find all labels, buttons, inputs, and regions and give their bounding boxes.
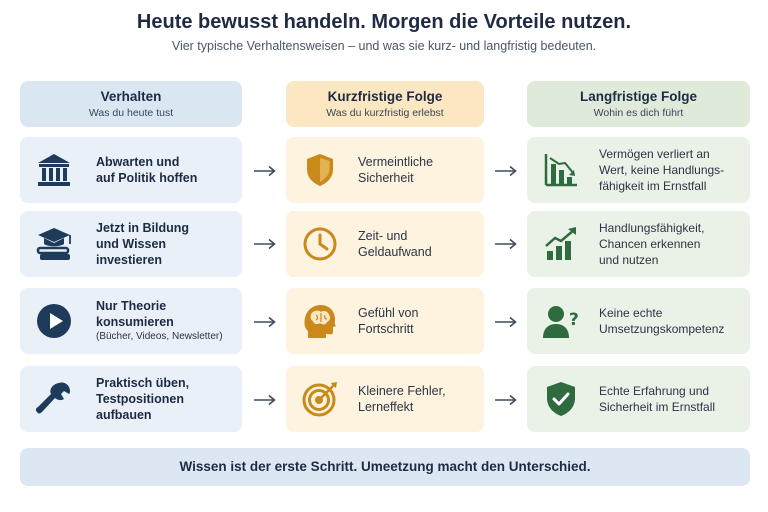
text-line: Kleinere Fehler, bbox=[358, 384, 446, 398]
books-graduation-icon bbox=[36, 228, 71, 260]
head-brain-icon bbox=[304, 305, 336, 338]
behavior-text: Nur Theorie konsumieren (Bücher, Videos,… bbox=[96, 288, 236, 354]
page-subtitle: Vier typische Verhaltensweisen – und was… bbox=[171, 39, 597, 53]
arrow-right-icon bbox=[495, 394, 517, 406]
arrow-right-icon bbox=[495, 316, 517, 328]
text-line: konsumieren bbox=[96, 315, 174, 329]
column-header-long-term: Langfristige Folge Wohin es dich führt bbox=[527, 81, 750, 127]
short-term-card: Zeit- und Geldaufwand bbox=[286, 211, 484, 277]
long-term-text: Handlungsfähigkeit, Chancen erkennen und… bbox=[599, 211, 744, 277]
arrow-right-icon bbox=[254, 316, 276, 328]
text-line: Jetzt in Bildung bbox=[96, 221, 190, 235]
page-title: Heute bewusst handeln. Morgen die Vortei… bbox=[136, 11, 632, 33]
long-term-text: Vermögen verliert an Wert, keine Handlun… bbox=[599, 137, 744, 203]
column-subtitle: Was du kurzfristig erlebst bbox=[326, 107, 444, 119]
long-term-text: Keine echte Umsetzungskompetenz bbox=[599, 288, 744, 354]
behavior-card: Abwarten und auf Politik hoffen bbox=[20, 137, 242, 203]
text-line: Gefühl von bbox=[358, 306, 419, 320]
arrow-right-icon bbox=[495, 238, 517, 250]
column-header-short-term: Kurzfristige Folge Was du kurzfristig er… bbox=[286, 81, 484, 127]
text-line: Chancen erkennen bbox=[599, 237, 701, 251]
long-term-card: Vermögen verliert an Wert, keine Handlun… bbox=[527, 137, 750, 203]
long-term-card: Echte Erfahrung und Sicherheit im Ernstf… bbox=[527, 366, 750, 432]
text-line: auf Politik hoffen bbox=[96, 171, 198, 185]
column-title: Kurzfristige Folge bbox=[327, 89, 443, 104]
long-term-card: ? Keine echte Umsetzungskompetenz bbox=[527, 288, 750, 354]
text-line: investieren bbox=[96, 253, 163, 267]
arrow-right-icon bbox=[254, 238, 276, 250]
text-line: aufbauen bbox=[96, 408, 152, 422]
text-line: Wert, keine Handlungs- bbox=[599, 163, 725, 177]
behavior-text: Abwarten und auf Politik hoffen bbox=[96, 137, 236, 203]
short-term-card: Kleinere Fehler, Lerneffekt bbox=[286, 366, 484, 432]
text-line: Echte Erfahrung und bbox=[599, 384, 710, 398]
column-title: Langfristige Folge bbox=[579, 89, 697, 104]
text-line: Sicherheit im Ernstfall bbox=[599, 400, 716, 414]
text-line: Sicherheit bbox=[358, 171, 414, 185]
column-header-behavior: Verhalten Was du heute tust bbox=[20, 81, 242, 127]
bank-building-icon bbox=[38, 154, 70, 186]
clock-icon bbox=[303, 227, 337, 261]
behavior-card: Praktisch üben, Testpositionen aufbauen bbox=[20, 366, 242, 432]
long-term-card: Handlungsfähigkeit, Chancen erkennen und… bbox=[527, 211, 750, 277]
behavior-card: Nur Theorie konsumieren (Bücher, Videos,… bbox=[20, 288, 242, 354]
text-line: Keine echte bbox=[599, 306, 663, 320]
declining-chart-icon bbox=[544, 154, 577, 187]
text-line: Vermeintliche bbox=[358, 155, 434, 169]
behavior-text: Jetzt in Bildung und Wissen investieren bbox=[96, 211, 236, 277]
short-term-text: Kleinere Fehler, Lerneffekt bbox=[358, 366, 478, 432]
text-note: (Bücher, Videos, Newsletter) bbox=[96, 331, 223, 342]
target-icon bbox=[302, 382, 337, 417]
footer-banner: Wissen ist der erste Schritt. Umeetzung … bbox=[20, 448, 750, 486]
short-term-card: Gefühl von Fortschritt bbox=[286, 288, 484, 354]
text-line: Vermögen verliert an bbox=[599, 147, 710, 161]
text-line: Lerneffekt bbox=[358, 400, 414, 414]
text-line: fähigkeit im Ernstfall bbox=[599, 179, 707, 193]
short-term-text: Vermeintliche Sicherheit bbox=[358, 137, 478, 203]
text-line: Testpositionen bbox=[96, 392, 184, 406]
arrow-right-icon bbox=[254, 394, 276, 406]
person-question-icon: ? bbox=[543, 306, 579, 338]
column-subtitle: Wohin es dich führt bbox=[593, 107, 684, 119]
text-line: und nutzen bbox=[599, 253, 659, 267]
play-icon bbox=[37, 304, 71, 338]
text-line: Nur Theorie bbox=[96, 299, 167, 313]
svg-text:?: ? bbox=[569, 310, 579, 330]
shield-icon bbox=[307, 154, 333, 186]
wrench-icon bbox=[35, 382, 70, 414]
arrow-right-icon bbox=[254, 165, 276, 177]
text-line: Praktisch üben, bbox=[96, 376, 190, 390]
column-title: Verhalten bbox=[100, 89, 162, 104]
growth-chart-icon bbox=[545, 227, 576, 260]
text-line: Geldaufwand bbox=[358, 245, 432, 259]
long-term-text: Echte Erfahrung und Sicherheit im Ernstf… bbox=[599, 366, 744, 432]
behavior-card: Jetzt in Bildung und Wissen investieren bbox=[20, 211, 242, 277]
short-term-text: Gefühl von Fortschritt bbox=[358, 288, 478, 354]
text-line: Handlungsfähigkeit, bbox=[599, 221, 705, 235]
arrow-right-icon bbox=[495, 165, 517, 177]
short-term-card: Vermeintliche Sicherheit bbox=[286, 137, 484, 203]
text-line: Fortschritt bbox=[358, 322, 414, 336]
text-line: Zeit- und bbox=[358, 229, 408, 243]
text-line: und Wissen bbox=[96, 237, 167, 251]
text-line: Umsetzungskompetenz bbox=[599, 322, 725, 336]
behavior-text: Praktisch üben, Testpositionen aufbauen bbox=[96, 366, 236, 432]
column-subtitle: Was du heute tust bbox=[88, 107, 174, 119]
shield-check-icon bbox=[547, 382, 575, 416]
text-line: Abwarten und bbox=[96, 155, 180, 169]
short-term-text: Zeit- und Geldaufwand bbox=[358, 211, 478, 277]
